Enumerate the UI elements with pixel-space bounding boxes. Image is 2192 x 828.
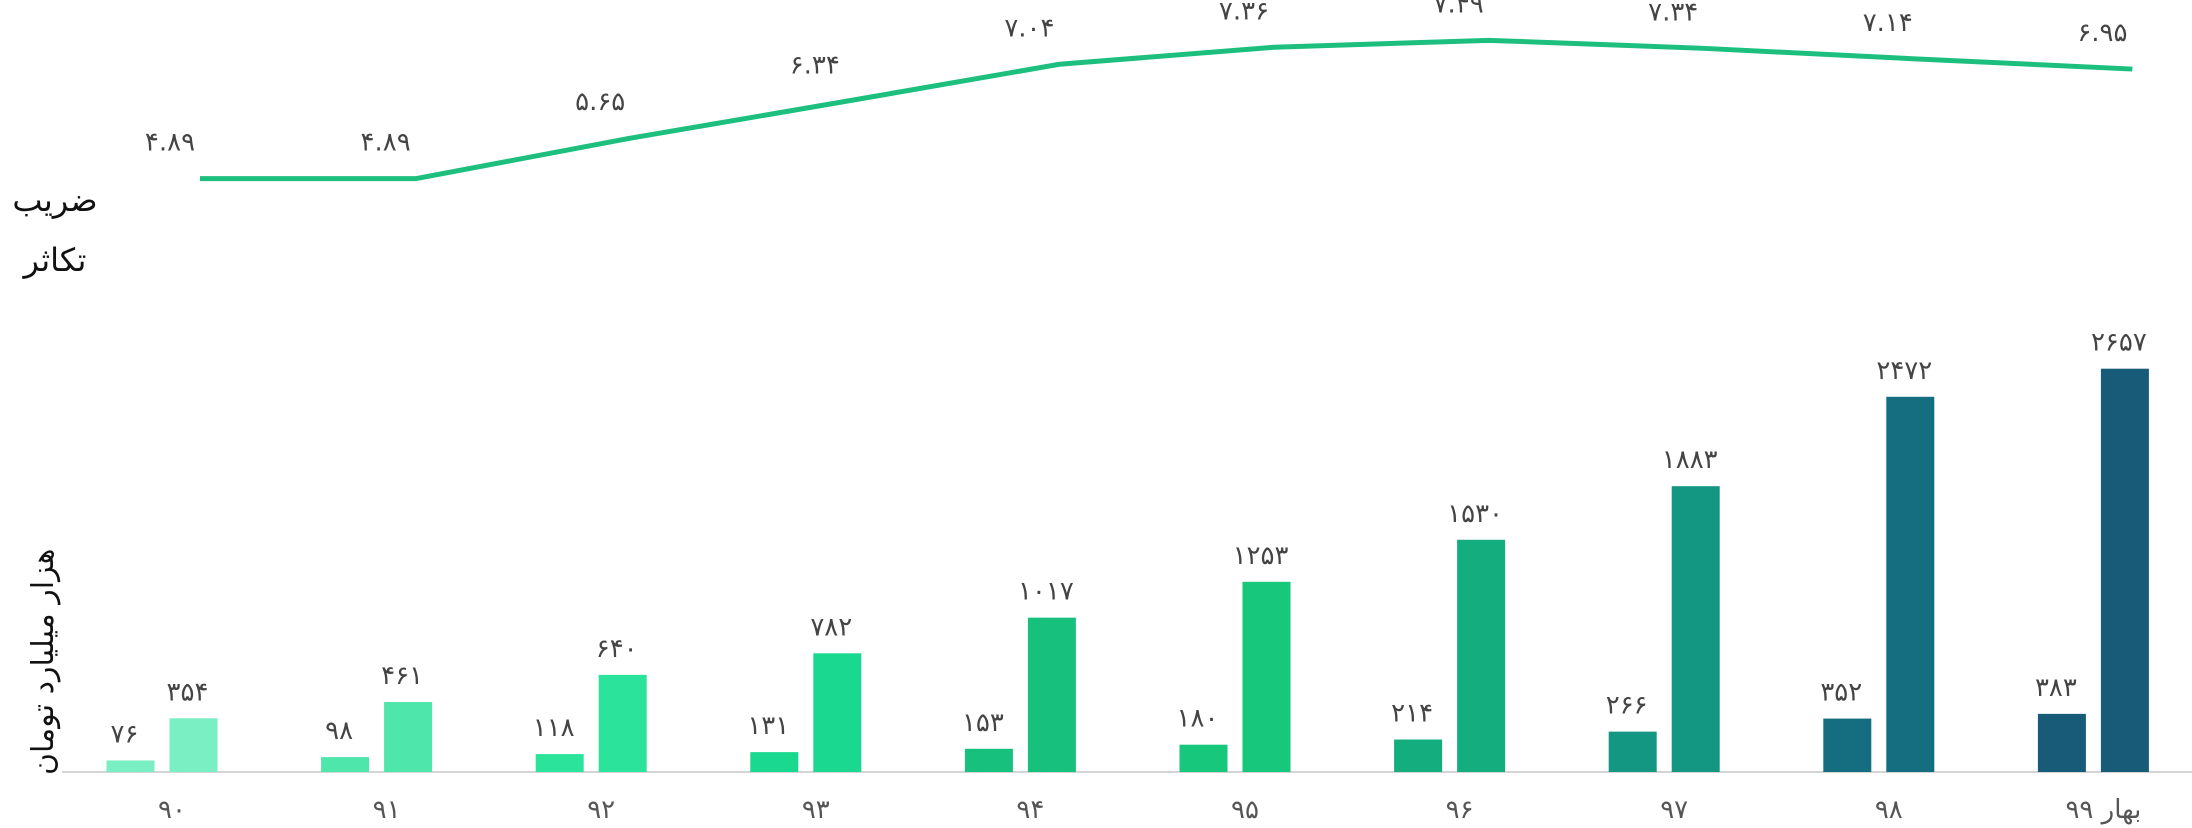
bar-value-label: ۲۴۷۲ <box>1876 356 1932 386</box>
bar-value-label: ۱۱۸ <box>533 713 575 743</box>
bar-series-1 <box>1394 739 1443 772</box>
bar-series-2 <box>2100 368 2149 772</box>
line-value-label: ۵.۶۵ <box>575 87 625 117</box>
bar-series-2 <box>384 702 433 772</box>
bar-value-label: ۲۶۶ <box>1606 691 1648 721</box>
multiplier-axis-label: ضریب تکاثر <box>12 181 98 279</box>
line-value-label: ۷.۳۴ <box>1648 0 1698 27</box>
line-value-label: ۷.۴۹ <box>1434 0 1484 19</box>
bar-series-2 <box>1457 539 1506 772</box>
x-tick-label: ۹۷ <box>1660 795 1688 825</box>
bar-value-label: ۳۸۳ <box>2035 673 2077 703</box>
bar-value-label: ۷۶ <box>111 719 139 749</box>
bar-value-label: ۱۳۱ <box>747 711 789 741</box>
bar-series-1 <box>535 754 584 772</box>
multiplier-series-line <box>200 37 2133 182</box>
x-tick-label: ۹۰ <box>158 795 186 825</box>
bar-series-1 <box>750 752 799 772</box>
bar-value-label: ۳۵۲ <box>1820 678 1862 708</box>
x-tick-label: ۹۵ <box>1231 795 1259 825</box>
x-tick-label: ۹۳ <box>802 795 830 825</box>
bar-series-1 <box>1179 744 1228 772</box>
bar-series-1 <box>321 757 370 772</box>
line-value-label: ۴.۸۹ <box>361 128 411 158</box>
bar-series-2 <box>1027 617 1076 772</box>
bar-series-2 <box>1886 396 1935 772</box>
bar-value-label: ۱۵۳ <box>962 708 1004 738</box>
bar-series-1 <box>2037 713 2086 772</box>
line-value-label: ۶.۳۴ <box>790 51 840 81</box>
x-tick-label: ۹۲ <box>587 795 615 825</box>
x-tick-label: ۹۸ <box>1875 795 1903 825</box>
bar-value-label: ۱۵۳۰ <box>1447 499 1503 529</box>
bar-value-label: ۱۸۸۳ <box>1662 445 1718 475</box>
bar-series-1 <box>964 748 1013 772</box>
line-value-label: ۷.۱۴ <box>1863 8 1913 38</box>
bar-value-label: ۱۲۵۳ <box>1233 541 1289 571</box>
line-value-label: ۴.۸۹ <box>145 128 195 158</box>
bar-series-2 <box>1242 581 1291 772</box>
x-tick-label: ۹۱ <box>373 795 401 825</box>
bar-series-2 <box>1671 486 1720 772</box>
line-value-label: ۶.۹۵ <box>2077 18 2127 48</box>
bar-series-2 <box>169 718 218 772</box>
x-tick-label: ۹۴ <box>1016 795 1044 825</box>
bar-value-label: ۶۴۰ <box>596 634 638 664</box>
line-value-label: ۷.۳۶ <box>1219 0 1269 26</box>
x-tick-label: ۹۶ <box>1446 795 1474 825</box>
bar-series-1 <box>1823 718 1872 772</box>
bar-value-label: ۴۶۱ <box>381 661 423 691</box>
bar-value-label: ۳۵۴ <box>167 677 209 707</box>
bar-value-label: ۲۱۴ <box>1391 699 1433 729</box>
bar-value-label: ۷۸۲ <box>810 612 852 642</box>
bar-value-label: ۱۸۰ <box>1177 704 1219 734</box>
bar-series-2 <box>598 674 647 772</box>
x-tick-label: بهار ۹۹ <box>2065 795 2141 825</box>
bar-series-2 <box>813 653 862 772</box>
bar-series-1 <box>106 760 155 772</box>
bar-value-label: ۱۰۱۷ <box>1018 577 1074 607</box>
x-axis: ۹۰ ۹۱ ۹۲ ۹۳ ۹۴ ۹۵ ۹۶ ۹۷ ۹۸ بهار ۹۹ <box>158 795 2141 825</box>
bar-series-1 <box>1608 731 1657 772</box>
bar-value-label: ۲۶۵۷ <box>2091 328 2147 358</box>
bar-value-label: ۹۸ <box>325 716 353 746</box>
multiplier-line-chart: ۴.۸۹ ۴.۸۹ ۵.۶۵ ۶.۳۴ ۷.۰۴ ۷.۳۶ ۷.۴۹ ۷.۳۴ ۷.۱۴ ۶.۹۵ <box>145 0 2133 182</box>
line-value-label: ۷.۰۴ <box>1004 13 1054 43</box>
volume-bar-chart: ۷۶ ۳۵۴ ۹۸ ۴۶۱ ۱۱۸ ۶۴۰ ۱۳۱ ۷۸۲ ۱۵۳ ۱۰۱۷ ۱۸۰ ۱۲۵۳ ۲۱۴ ۱… <box>62 328 2192 773</box>
